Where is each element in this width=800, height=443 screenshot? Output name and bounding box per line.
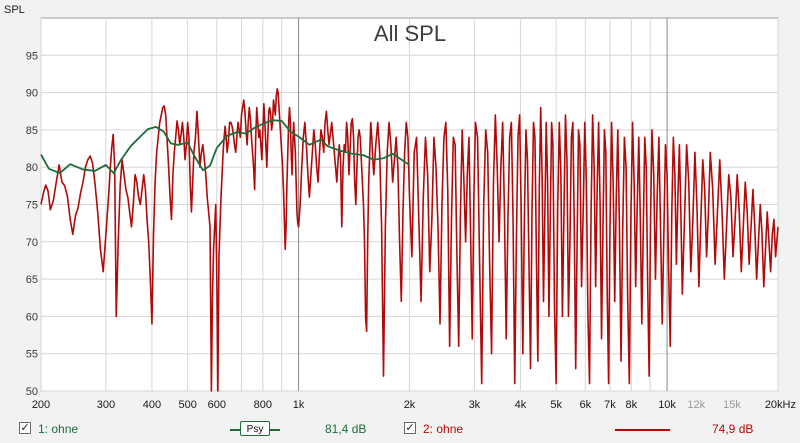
series2-checkbox[interactable]: ✓ (404, 422, 416, 434)
x-tick-label: 10k (658, 399, 676, 411)
x-tick-label: 3k (469, 399, 481, 411)
y-tick-label: 70 (26, 237, 38, 249)
y-tick-label: 95 (26, 50, 38, 62)
y-axis-label: SPL (4, 4, 25, 16)
x-tick-label: 1k (293, 399, 305, 411)
x-tick-label: 6k (580, 399, 592, 411)
x-tick-label: 12k (687, 399, 705, 411)
y-tick-label: 75 (26, 200, 38, 212)
series1-label: 1: ohne (38, 422, 79, 436)
series2-label: 2: ohne (423, 422, 464, 436)
chart-title: All SPL (374, 21, 446, 46)
x-tick-label: 500 (178, 399, 196, 411)
x-tick-label: 2k (404, 399, 416, 411)
series1-value: 81,4 dB (325, 422, 367, 436)
x-tick-label: 4k (515, 399, 527, 411)
x-tick-label: 7k (604, 399, 616, 411)
legend-bar: ✓ 1: ohne Psy 81,4 dB ✓ 2: ohne 74,9 dB (0, 419, 800, 441)
y-tick-label: 90 (26, 88, 38, 100)
psy-button[interactable]: Psy (240, 421, 270, 436)
y-tick-label: 60 (26, 311, 38, 323)
series2-value: 74,9 dB (712, 422, 754, 436)
x-tick-label: 600 (208, 399, 226, 411)
spl-chart: All SPL SPL 50 55 60 65 70 75 80 85 90 95 200 300 4… (4, 4, 796, 411)
x-tick-label: 300 (97, 399, 115, 411)
x-tick-label: 15k (723, 399, 741, 411)
x-tick-label: 800 (254, 399, 272, 411)
series-2-line (40, 88, 779, 392)
series2-line-swatch (615, 429, 670, 431)
y-tick-label: 55 (26, 349, 38, 361)
x-tick-label: 8k (626, 399, 638, 411)
x-tick-label: 400 (143, 399, 161, 411)
series-1-line (40, 119, 410, 175)
y-tick-label: 65 (26, 274, 38, 286)
y-tick-label: 50 (26, 386, 38, 398)
series1-checkbox[interactable]: ✓ (19, 422, 31, 434)
y-tick-label: 85 (26, 125, 38, 137)
x-tick-label: 5k (550, 399, 562, 411)
y-tick-label: 80 (26, 162, 38, 174)
x-tick-label: 20kHz (765, 399, 796, 411)
x-tick-label: 200 (32, 399, 50, 411)
